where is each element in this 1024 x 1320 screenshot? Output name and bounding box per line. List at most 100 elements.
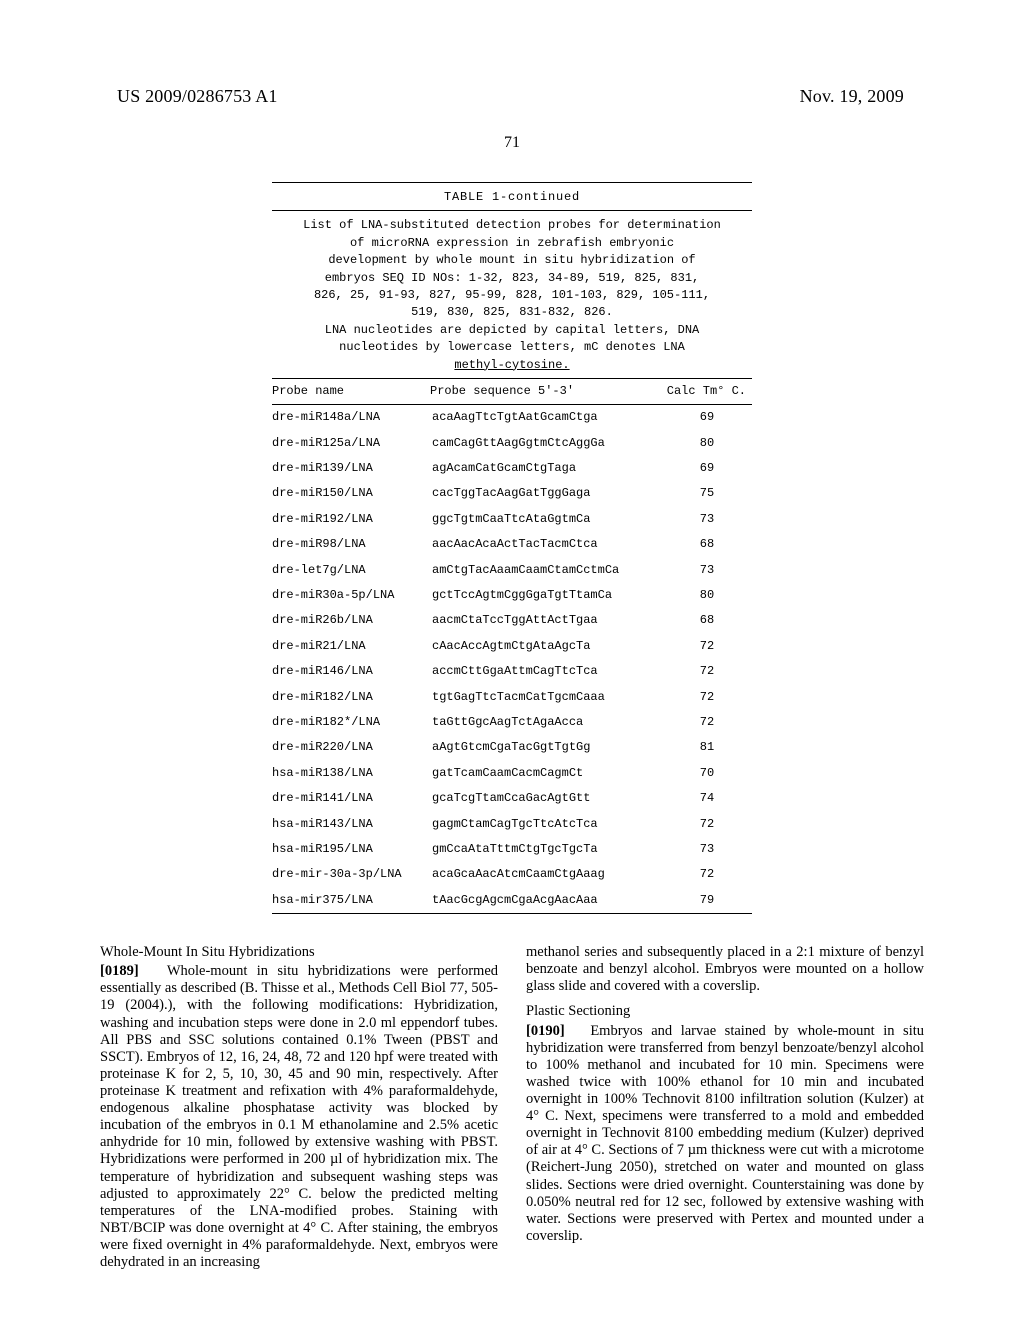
- page-number: 71: [100, 134, 924, 152]
- cell-probe-seq: gmCcaAtaTttmCtgTgcTgcTa: [432, 841, 662, 858]
- cell-tm: 72: [662, 689, 752, 706]
- cell-tm: 73: [662, 562, 752, 579]
- cell-tm: 73: [662, 511, 752, 528]
- cell-tm: 72: [662, 714, 752, 731]
- cell-probe-seq: aacAacAcaActTacTacmCtca: [432, 536, 662, 553]
- col-header-probe-seq: Probe sequence 5'-3': [430, 383, 657, 400]
- cell-tm: 73: [662, 841, 752, 858]
- cell-probe-seq: aacmCtaTccTggAttActTgaa: [432, 612, 662, 629]
- caption-line: 519, 830, 825, 831-832, 826.: [276, 304, 748, 321]
- col-header-tm: Calc Tm° C.: [657, 383, 752, 400]
- table-row: dre-miR21/LNAcAacAccAgtmCtgAtaAgcTa72: [272, 634, 752, 659]
- table-row: dre-miR150/LNAcacTggTacAagGatTggGaga75: [272, 481, 752, 506]
- cell-tm: 80: [662, 587, 752, 604]
- cell-probe-seq: tAacGcgAgcmCgaAcgAacAaa: [432, 892, 662, 909]
- cell-probe-name: dre-miR30a-5p/LNA: [272, 587, 432, 604]
- table-row: hsa-mir375/LNAtAacGcgAgcmCgaAcgAacAaa79: [272, 888, 752, 913]
- cell-probe-name: hsa-miR138/LNA: [272, 765, 432, 782]
- table-row: dre-mir-30a-3p/LNAacaGcaAacAtcmCaamCtgAa…: [272, 862, 752, 887]
- caption-line-underlined: methyl-cytosine.: [276, 357, 748, 374]
- left-column: Whole-Mount In Situ Hybridizations [0189…: [100, 944, 498, 1273]
- cell-probe-seq: acaGcaAacAtcmCaamCtgAaag: [432, 866, 662, 883]
- cell-probe-name: hsa-miR195/LNA: [272, 841, 432, 858]
- cell-probe-name: dre-miR148a/LNA: [272, 409, 432, 426]
- cell-probe-seq: cacTggTacAagGatTggGaga: [432, 485, 662, 502]
- para-number-0190: [0190]: [526, 1023, 565, 1039]
- cell-tm: 72: [662, 866, 752, 883]
- patent-page: US 2009/0286753 A1 Nov. 19, 2009 71 TABL…: [0, 0, 1024, 1320]
- table-row: dre-miR141/LNAgcaTcgTtamCcaGacAgtGtt74: [272, 786, 752, 811]
- right-column: methanol series and subsequently placed …: [526, 944, 924, 1273]
- table-row: dre-miR98/LNAaacAacAcaActTacTacmCtca68: [272, 532, 752, 557]
- cell-tm: 74: [662, 790, 752, 807]
- section-heading-wmish: Whole-Mount In Situ Hybridizations: [100, 944, 498, 961]
- section-heading-plastic: Plastic Sectioning: [526, 1003, 924, 1020]
- para-number-0189: [0189]: [100, 963, 139, 979]
- cell-probe-name: hsa-miR143/LNA: [272, 816, 432, 833]
- table-row: dre-miR182*/LNAtaGttGgcAagTctAgaAcca72: [272, 710, 752, 735]
- cell-probe-name: dre-miR21/LNA: [272, 638, 432, 655]
- cell-probe-name: dre-miR182/LNA: [272, 689, 432, 706]
- cell-probe-seq: tgtGagTtcTacmCatTgcmCaaa: [432, 689, 662, 706]
- para-text-0189: Whole-mount in situ hybridizations were …: [100, 963, 498, 1270]
- cell-probe-name: dre-miR146/LNA: [272, 663, 432, 680]
- table-row: dre-miR148a/LNAacaAagTtcTgtAatGcamCtga69: [272, 405, 752, 430]
- cell-probe-name: dre-miR26b/LNA: [272, 612, 432, 629]
- caption-line: List of LNA-substituted detection probes…: [276, 217, 748, 234]
- table-row: dre-miR30a-5p/LNAgctTccAgtmCggGgaTgtTtam…: [272, 583, 752, 608]
- cell-probe-seq: amCtgTacAaamCaamCtamCctmCa: [432, 562, 662, 579]
- table-title: TABLE 1-continued: [272, 182, 752, 210]
- cell-tm: 68: [662, 536, 752, 553]
- table-row: hsa-miR138/LNAgatTcamCaamCacmCagmCt70: [272, 761, 752, 786]
- table-row: dre-let7g/LNAamCtgTacAaamCaamCtamCctmCa7…: [272, 558, 752, 583]
- caption-line: of microRNA expression in zebrafish embr…: [276, 235, 748, 252]
- caption-line: embryos SEQ ID NOs: 1-32, 823, 34-89, 51…: [276, 270, 748, 287]
- body-columns: Whole-Mount In Situ Hybridizations [0189…: [100, 944, 924, 1273]
- header-publication-number: US 2009/0286753 A1: [117, 86, 278, 107]
- cell-probe-name: hsa-mir375/LNA: [272, 892, 432, 909]
- table-bottom-rule: [272, 913, 752, 914]
- cell-probe-seq: taGttGgcAagTctAgaAcca: [432, 714, 662, 731]
- cell-tm: 81: [662, 739, 752, 756]
- cell-probe-seq: agAcamCatGcamCtgTaga: [432, 460, 662, 477]
- cell-tm: 75: [662, 485, 752, 502]
- cell-probe-seq: accmCttGgaAttmCagTtcTca: [432, 663, 662, 680]
- cell-probe-seq: ggcTgtmCaaTtcAtaGgtmCa: [432, 511, 662, 528]
- cell-probe-name: dre-mir-30a-3p/LNA: [272, 866, 432, 883]
- cell-probe-name: dre-miR192/LNA: [272, 511, 432, 528]
- cell-tm: 69: [662, 409, 752, 426]
- table-row: hsa-miR143/LNAgagmCtamCagTgcTtcAtcTca72: [272, 812, 752, 837]
- caption-line: nucleotides by lowercase letters, mC den…: [276, 339, 748, 356]
- cell-tm: 72: [662, 816, 752, 833]
- table-header-row: Probe name Probe sequence 5'-3' Calc Tm°…: [272, 378, 752, 405]
- cell-probe-name: dre-miR150/LNA: [272, 485, 432, 502]
- table-row: hsa-miR195/LNAgmCcaAtaTttmCtgTgcTgcTa73: [272, 837, 752, 862]
- cell-probe-name: dre-miR141/LNA: [272, 790, 432, 807]
- cell-probe-name: dre-miR98/LNA: [272, 536, 432, 553]
- cell-probe-seq: gcaTcgTtamCcaGacAgtGtt: [432, 790, 662, 807]
- table-row: dre-miR220/LNAaAgtGtcmCgaTacGgtTgtGg81: [272, 735, 752, 760]
- cell-probe-seq: gatTcamCaamCacmCagmCt: [432, 765, 662, 782]
- cell-probe-seq: aAgtGtcmCgaTacGgtTgtGg: [432, 739, 662, 756]
- cell-tm: 72: [662, 638, 752, 655]
- cell-probe-name: dre-miR182*/LNA: [272, 714, 432, 731]
- cell-probe-seq: camCagGttAagGgtmCtcAggGa: [432, 435, 662, 452]
- cell-probe-seq: gctTccAgtmCggGgaTgtTtamCa: [432, 587, 662, 604]
- table-row: dre-miR125a/LNAcamCagGttAagGgtmCtcAggGa8…: [272, 431, 752, 456]
- table-row: dre-miR146/LNAaccmCttGgaAttmCagTtcTca72: [272, 659, 752, 684]
- cell-tm: 69: [662, 460, 752, 477]
- paragraph-0190: [0190] Embryos and larvae stained by who…: [526, 1023, 924, 1245]
- table-caption: List of LNA-substituted detection probes…: [272, 210, 752, 378]
- cell-probe-name: dre-let7g/LNA: [272, 562, 432, 579]
- cell-probe-name: dre-miR220/LNA: [272, 739, 432, 756]
- cell-probe-name: dre-miR125a/LNA: [272, 435, 432, 452]
- header-date: Nov. 19, 2009: [800, 86, 904, 107]
- cell-probe-name: dre-miR139/LNA: [272, 460, 432, 477]
- table-body: dre-miR148a/LNAacaAagTtcTgtAatGcamCtga69…: [272, 405, 752, 913]
- cell-probe-seq: gagmCtamCagTgcTtcAtcTca: [432, 816, 662, 833]
- table-1-continued: TABLE 1-continued List of LNA-substitute…: [272, 182, 752, 914]
- cell-tm: 72: [662, 663, 752, 680]
- table-row: dre-miR192/LNAggcTgtmCaaTtcAtaGgtmCa73: [272, 507, 752, 532]
- para-continuation: methanol series and subsequently placed …: [526, 944, 924, 995]
- para-text-0190: Embryos and larvae stained by whole-moun…: [526, 1023, 924, 1244]
